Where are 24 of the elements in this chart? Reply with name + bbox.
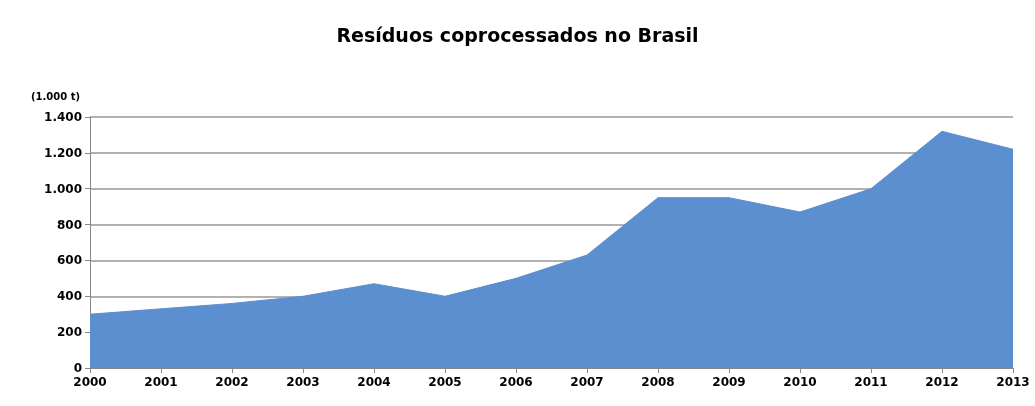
- y-tick-label: 400: [56, 289, 82, 304]
- y-tick-label: 1.000: [44, 181, 82, 196]
- x-tick-label: 2001: [144, 375, 178, 389]
- chart-title: Resíduos coprocessados no Brasil: [336, 23, 699, 46]
- y-tick-label: 1.400: [44, 110, 82, 124]
- x-tick-label: 2011: [854, 375, 888, 389]
- x-tick-label: 2013: [996, 375, 1030, 389]
- x-tick-label: 2004: [357, 375, 391, 389]
- x-tick-label: 2002: [215, 375, 249, 389]
- y-tick-label: 800: [56, 217, 82, 232]
- y-tick-label: 0: [73, 361, 82, 375]
- x-tick-label: 2008: [641, 375, 675, 389]
- x-tick-label: 2009: [712, 375, 746, 389]
- x-tick-label: 2003: [286, 375, 320, 389]
- y-tick-label: 600: [56, 253, 82, 268]
- x-tick-label: 2000: [73, 375, 107, 389]
- x-tick-label: 2006: [499, 375, 533, 389]
- y-tick-label: 200: [56, 325, 82, 340]
- x-tick-label: 2012: [925, 375, 959, 389]
- x-tick-label: 2007: [570, 375, 604, 389]
- y-tick-label: 1.200: [44, 145, 82, 160]
- x-tick-label: 2005: [428, 375, 462, 389]
- y-axis-title: (1.000 t): [30, 90, 80, 102]
- x-tick-label: 2010: [783, 375, 817, 389]
